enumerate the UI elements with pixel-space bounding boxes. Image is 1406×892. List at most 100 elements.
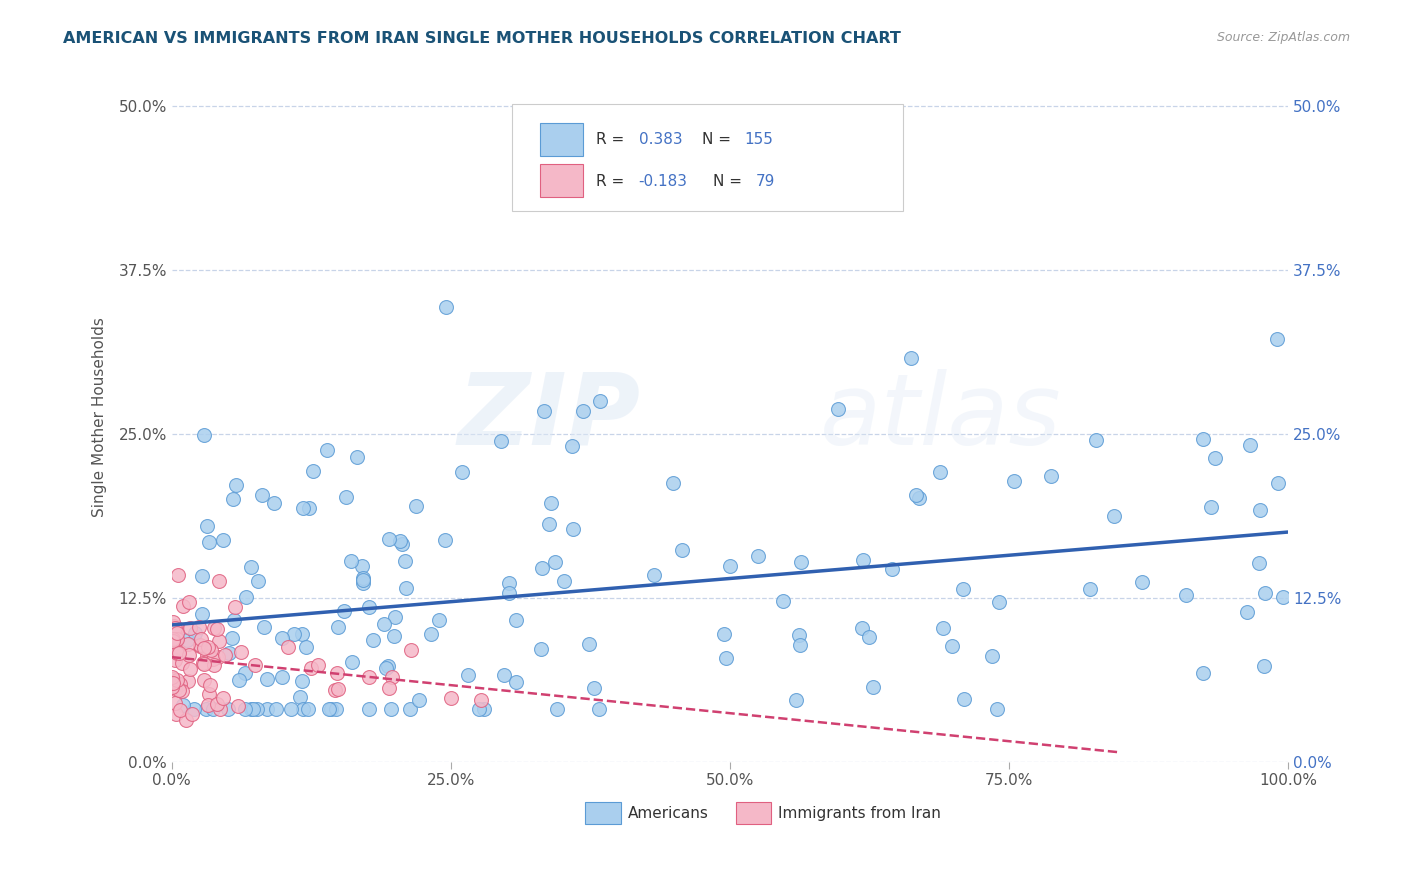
Point: [470, 693, 492, 707]
Point: [377, 659, 399, 673]
Text: Source: ZipAtlas.com: Source: ZipAtlas.com: [1216, 31, 1350, 45]
Point: [489, 434, 512, 448]
Point: [179, 595, 201, 609]
Point: [1267, 476, 1289, 491]
Point: [789, 639, 811, 653]
Point: [197, 698, 219, 713]
Point: [166, 673, 188, 687]
Point: [373, 616, 395, 631]
Point: [1102, 508, 1125, 523]
Text: -0.183: -0.183: [638, 174, 688, 189]
Point: [211, 691, 233, 706]
Point: [1239, 437, 1261, 451]
Point: [1192, 432, 1215, 446]
Point: [243, 658, 266, 673]
Point: [176, 637, 198, 651]
Point: [167, 644, 190, 658]
Point: [167, 646, 190, 660]
Point: [200, 643, 222, 657]
Point: [1002, 474, 1025, 488]
Point: [318, 702, 340, 716]
Point: [193, 656, 215, 670]
Point: [378, 681, 401, 695]
Point: [253, 620, 276, 634]
Point: [162, 672, 184, 686]
Point: [290, 690, 312, 704]
Point: [172, 698, 194, 713]
Point: [193, 657, 215, 671]
Point: [388, 534, 411, 549]
Point: [166, 647, 188, 661]
Point: [197, 687, 219, 701]
Point: [505, 613, 527, 627]
Point: [352, 576, 374, 591]
Point: [643, 568, 665, 582]
Point: [858, 630, 880, 644]
Point: [221, 631, 243, 645]
Point: [292, 501, 315, 516]
Point: [202, 702, 225, 716]
Point: [498, 586, 520, 600]
Point: [1271, 590, 1294, 604]
Point: [307, 657, 329, 672]
Point: [434, 533, 457, 548]
Point: [246, 702, 269, 716]
Point: [928, 465, 950, 479]
Point: [250, 488, 273, 502]
Point: [561, 522, 583, 536]
Point: [194, 702, 217, 716]
Point: [239, 702, 262, 716]
Point: [170, 684, 193, 698]
Point: [932, 621, 955, 635]
Text: 79: 79: [756, 174, 775, 189]
Point: [190, 638, 212, 652]
Point: [357, 670, 380, 684]
Point: [165, 707, 187, 722]
Point: [283, 627, 305, 641]
Point: [391, 537, 413, 551]
Point: [1267, 333, 1289, 347]
Point: [328, 681, 350, 696]
FancyBboxPatch shape: [512, 104, 903, 211]
Point: [340, 655, 363, 669]
Point: [176, 633, 198, 648]
Point: [578, 636, 600, 650]
Point: [163, 621, 186, 635]
Point: [177, 648, 200, 662]
Point: [191, 568, 214, 582]
Point: [205, 622, 228, 636]
Point: [228, 673, 250, 688]
Point: [298, 500, 321, 515]
Point: [352, 573, 374, 587]
Point: [224, 600, 246, 615]
Point: [181, 707, 204, 722]
Point: [540, 495, 562, 509]
Point: [1249, 503, 1271, 517]
Point: [233, 702, 256, 716]
Point: [589, 394, 612, 409]
Point: [335, 491, 357, 505]
Point: [531, 561, 554, 575]
Point: [427, 613, 450, 627]
Point: [399, 642, 422, 657]
Point: [217, 702, 239, 716]
Point: [582, 681, 605, 695]
Point: [207, 574, 229, 588]
Point: [747, 549, 769, 563]
Bar: [540, 122, 582, 155]
Text: 155: 155: [745, 132, 773, 146]
Point: [492, 668, 515, 682]
Point: [986, 702, 1008, 716]
Point: [340, 554, 363, 568]
Point: [231, 645, 253, 659]
Point: [420, 626, 443, 640]
Point: [405, 500, 427, 514]
Point: [163, 653, 186, 667]
Y-axis label: Single Mother Households: Single Mother Households: [93, 318, 107, 517]
Point: [190, 607, 212, 622]
Point: [908, 491, 931, 506]
Point: [1084, 433, 1107, 447]
Point: [1039, 468, 1062, 483]
Text: R =: R =: [596, 174, 630, 189]
Point: [235, 590, 257, 604]
